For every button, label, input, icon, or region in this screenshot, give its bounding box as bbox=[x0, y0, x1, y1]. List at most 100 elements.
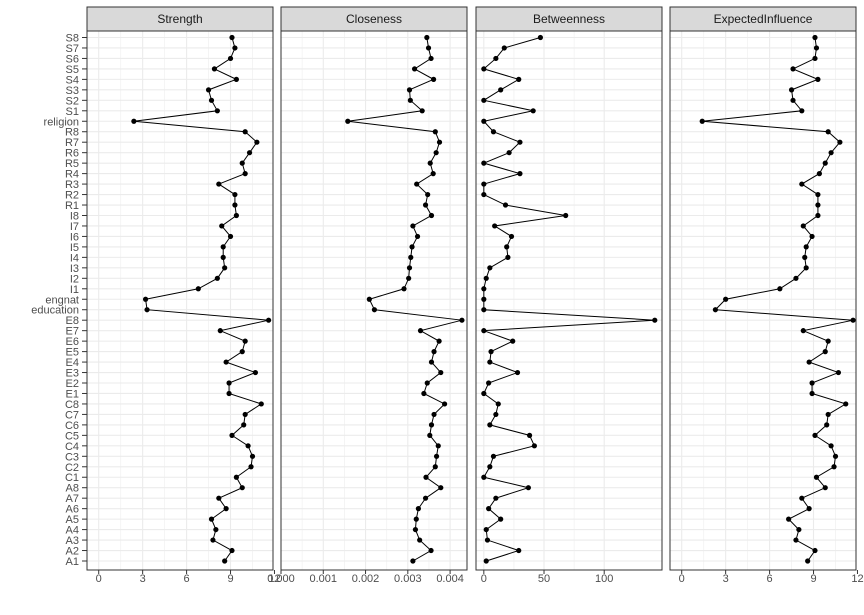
data-point bbox=[481, 328, 487, 334]
data-point bbox=[800, 328, 806, 334]
data-point bbox=[246, 150, 253, 156]
y-tick-label: A1 bbox=[66, 556, 79, 568]
data-point bbox=[252, 369, 259, 376]
data-point bbox=[239, 485, 245, 491]
data-point bbox=[799, 495, 805, 501]
data-point bbox=[229, 34, 235, 41]
y-tick-label: C8 bbox=[65, 399, 79, 411]
x-tick-label: 3 bbox=[140, 573, 146, 585]
data-point bbox=[226, 380, 232, 386]
data-point bbox=[481, 474, 487, 480]
y-tick-label: engnat bbox=[45, 294, 79, 306]
data-point bbox=[517, 139, 523, 145]
data-point bbox=[799, 108, 805, 114]
data-point bbox=[831, 464, 837, 470]
data-point bbox=[409, 244, 415, 250]
x-tick-label: 0 bbox=[96, 573, 102, 585]
x-tick-label: 100 bbox=[595, 573, 613, 585]
data-point bbox=[530, 108, 536, 114]
data-point bbox=[227, 233, 234, 240]
y-tick-label: R4 bbox=[65, 169, 79, 181]
data-point bbox=[501, 45, 507, 51]
y-tick-label: I2 bbox=[70, 273, 79, 285]
data-point bbox=[433, 453, 440, 459]
data-point bbox=[414, 181, 420, 187]
y-tick-label: S8 bbox=[66, 33, 79, 45]
data-point bbox=[843, 401, 849, 407]
data-point bbox=[506, 150, 512, 156]
data-point bbox=[366, 296, 372, 302]
data-point bbox=[822, 160, 828, 166]
data-point bbox=[481, 390, 487, 397]
data-point bbox=[208, 97, 215, 103]
x-tick-label: 0.000 bbox=[267, 573, 295, 585]
data-point bbox=[229, 432, 235, 438]
x-tick-label: 12 bbox=[851, 573, 863, 585]
data-point bbox=[223, 506, 229, 512]
x-tick-label: 0.002 bbox=[352, 573, 380, 585]
data-point bbox=[802, 254, 808, 260]
data-point bbox=[219, 223, 225, 229]
data-point bbox=[417, 537, 423, 543]
y-tick-label: C7 bbox=[65, 409, 79, 421]
data-point bbox=[828, 150, 834, 156]
data-point bbox=[488, 349, 494, 355]
data-point bbox=[812, 55, 818, 62]
data-point bbox=[217, 328, 223, 334]
data-point bbox=[220, 254, 226, 260]
panel-background bbox=[87, 31, 273, 570]
data-point bbox=[525, 485, 531, 491]
data-point bbox=[850, 317, 856, 323]
data-point bbox=[248, 464, 254, 470]
data-point bbox=[226, 390, 232, 397]
data-point bbox=[481, 191, 487, 198]
y-tick-label: I3 bbox=[70, 263, 79, 275]
facet-strip bbox=[86, 6, 274, 32]
y-tick-label: C1 bbox=[65, 472, 79, 484]
data-point bbox=[414, 233, 421, 240]
data-point bbox=[815, 191, 821, 198]
data-point bbox=[516, 547, 522, 554]
y-tick-label: R7 bbox=[65, 137, 79, 149]
data-point bbox=[258, 401, 264, 407]
facet-strip bbox=[475, 6, 663, 32]
y-tick-label: S6 bbox=[66, 53, 79, 65]
y-tick-label: A7 bbox=[66, 493, 79, 505]
data-point bbox=[345, 118, 351, 124]
y-tick-label: R1 bbox=[65, 200, 79, 212]
panel-background bbox=[670, 31, 856, 570]
data-point bbox=[406, 265, 413, 271]
data-point bbox=[481, 118, 487, 124]
y-tick-label: I7 bbox=[70, 221, 79, 233]
data-point bbox=[822, 485, 828, 491]
data-point bbox=[424, 34, 430, 41]
data-point bbox=[438, 485, 444, 491]
y-tick-label: A6 bbox=[66, 504, 79, 516]
data-point bbox=[788, 87, 795, 93]
data-point bbox=[505, 254, 511, 260]
data-point bbox=[815, 202, 821, 208]
data-point bbox=[222, 265, 228, 271]
y-tick-label: E1 bbox=[66, 388, 79, 400]
data-point bbox=[422, 202, 429, 208]
data-point bbox=[415, 506, 421, 512]
data-point bbox=[436, 338, 442, 344]
data-point bbox=[242, 129, 248, 135]
data-point bbox=[417, 328, 424, 334]
y-tick-label: E2 bbox=[66, 378, 79, 390]
facet-strip bbox=[280, 6, 468, 32]
data-point bbox=[510, 338, 516, 344]
facet-title: Strength bbox=[157, 12, 202, 26]
data-point bbox=[481, 97, 487, 103]
y-tick-label: I6 bbox=[70, 231, 79, 243]
y-tick-label: S5 bbox=[66, 64, 79, 76]
panel-border bbox=[86, 30, 274, 571]
x-tick-label: 9 bbox=[227, 573, 233, 585]
data-point bbox=[423, 474, 429, 480]
data-point bbox=[786, 516, 792, 522]
y-tick-label: E6 bbox=[66, 336, 79, 348]
data-point bbox=[427, 160, 433, 166]
data-point bbox=[486, 380, 492, 386]
data-point bbox=[142, 296, 149, 302]
